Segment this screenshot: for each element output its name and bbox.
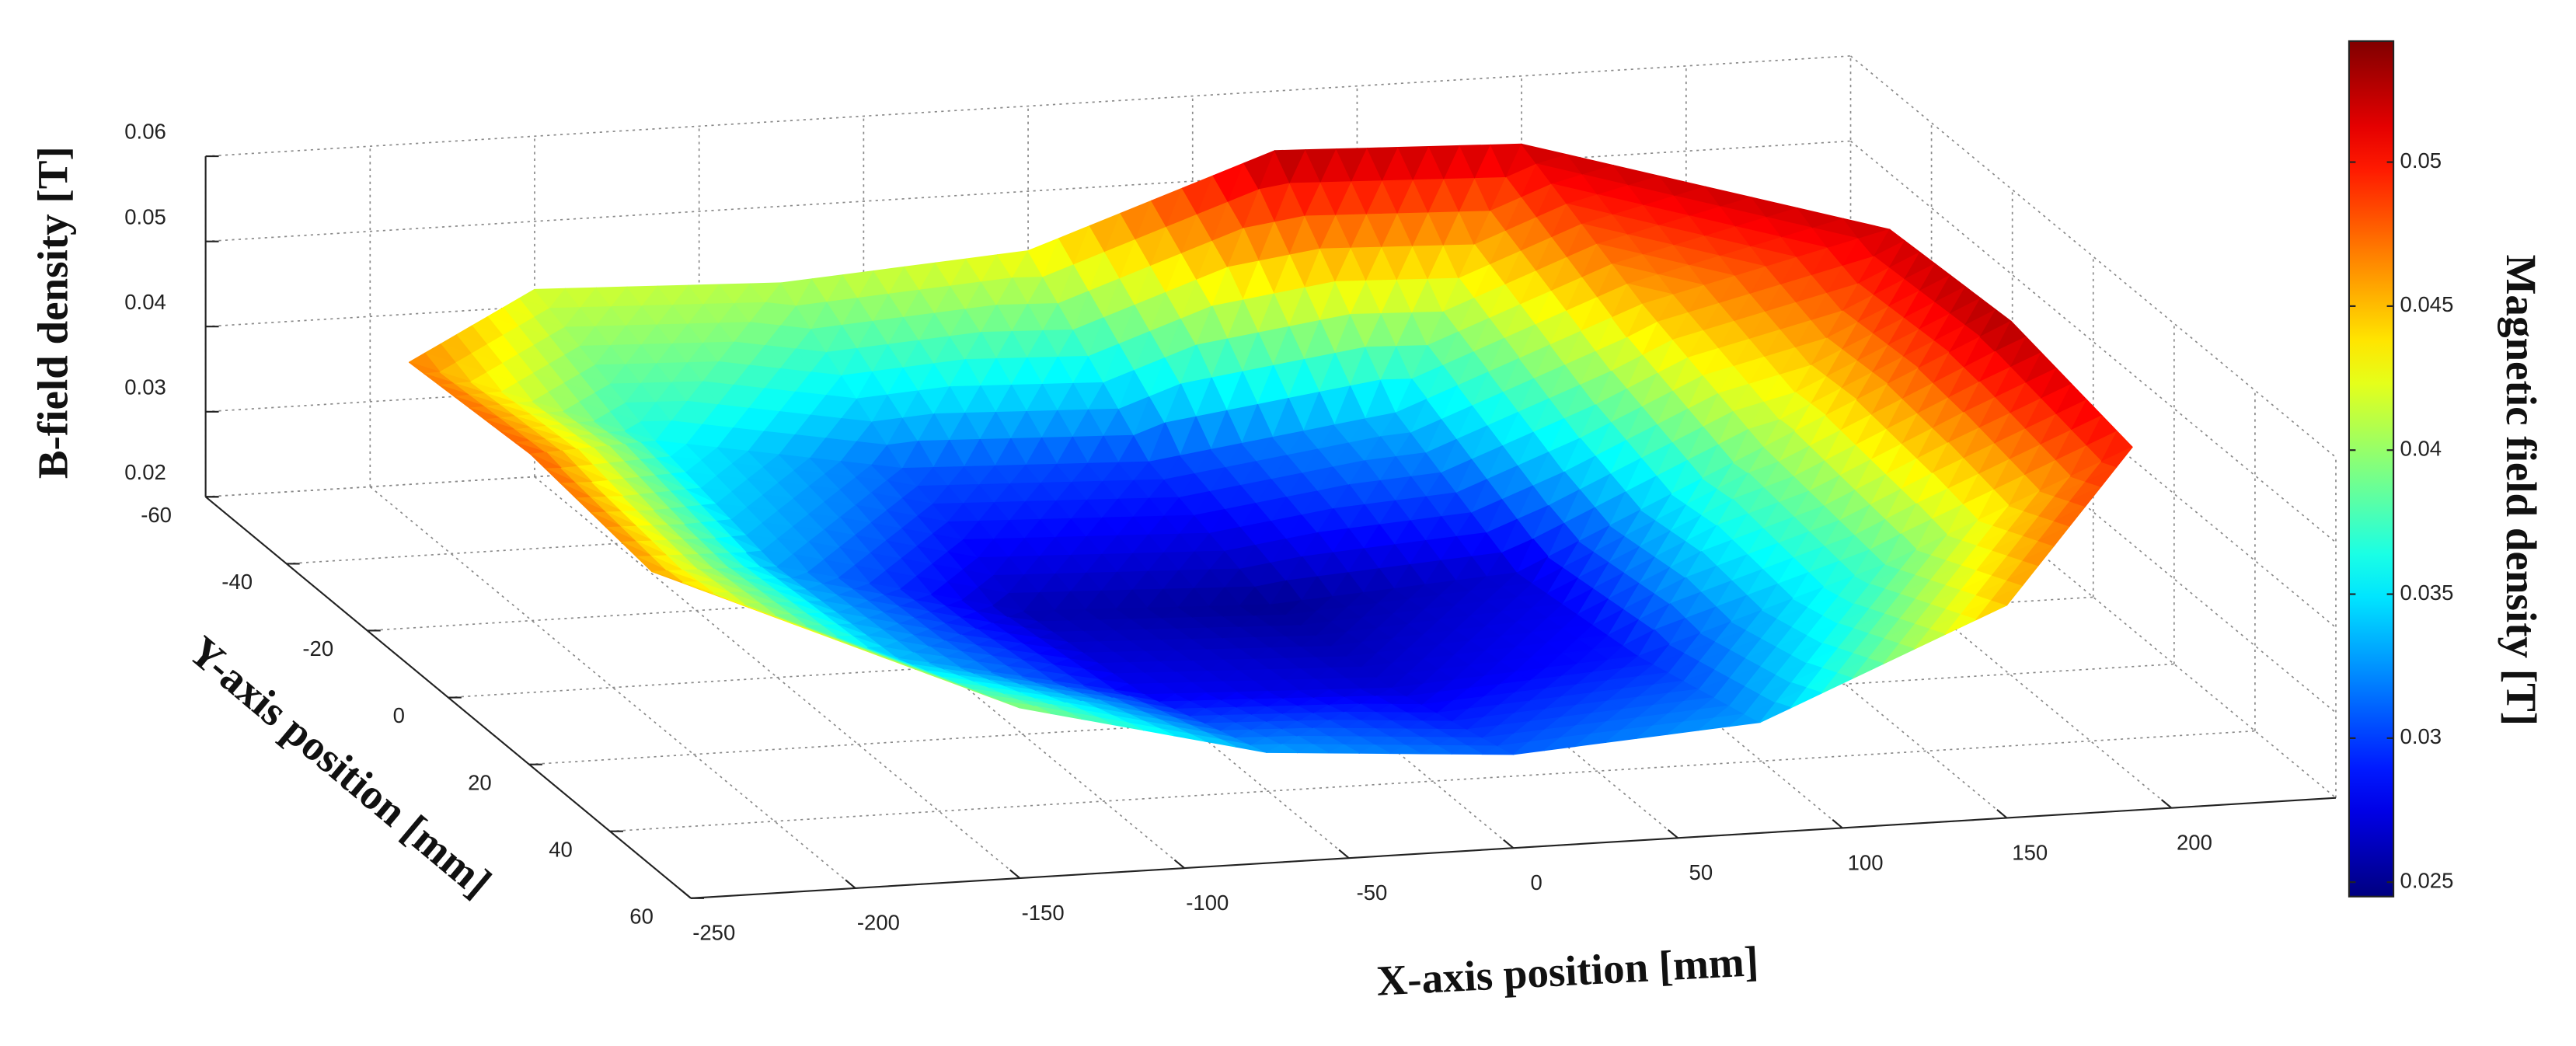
x-tick-label: -250	[692, 921, 735, 945]
x-tick	[845, 879, 856, 889]
x-tick	[2160, 799, 2172, 809]
surface-patch	[1266, 744, 1298, 754]
x-tick-label: -200	[857, 911, 900, 935]
surface-patch	[1111, 722, 1144, 731]
y-axis-label: Y-axis position [mm]	[180, 626, 500, 906]
surface-patch	[1173, 733, 1206, 742]
x-tick-label: -50	[1357, 880, 1388, 905]
surface-patch	[1358, 744, 1391, 755]
z-tick-label: 0.05	[124, 204, 166, 228]
x-tick	[680, 889, 692, 899]
z-tick-label: 0.06	[124, 120, 166, 144]
surface-patch	[2037, 525, 2070, 547]
surface-patch	[1790, 687, 1823, 709]
y-tick-label: 20	[468, 770, 492, 794]
z-tick-label: 0.03	[124, 375, 166, 399]
surface-patch	[1512, 741, 1545, 755]
z-tick-label: 0.02	[124, 460, 166, 484]
surface-patch	[1636, 725, 1668, 739]
axis-line	[691, 797, 2337, 899]
surface-patch	[1913, 629, 1946, 650]
x-tick	[1338, 849, 1350, 859]
surface-patch	[2069, 486, 2102, 507]
z-axis-label: B-field density [T]	[30, 146, 77, 479]
grid-line	[205, 55, 1851, 157]
surface-patch	[2100, 446, 2133, 468]
x-tick	[1832, 819, 1843, 829]
surface-patch	[1821, 672, 1853, 694]
x-tick	[1503, 839, 1515, 849]
x-tick-label: -150	[1022, 901, 1065, 925]
colorbar-tick-label: 0.025	[2400, 868, 2454, 892]
surface-patch	[1883, 643, 1915, 664]
y-tick-label: 40	[549, 837, 573, 861]
surface-patch	[1327, 744, 1360, 754]
surface-patch	[2022, 545, 2055, 567]
x-tick-label: 100	[1848, 850, 1884, 874]
surface-patch	[1204, 739, 1236, 748]
surface-patch	[1991, 584, 2024, 606]
surface-patch	[1081, 717, 1114, 726]
surface-patch	[1019, 706, 1051, 714]
x-tick-label: 0	[1531, 870, 1542, 894]
surface-patch	[1605, 729, 1637, 743]
colorbar-tick-label: 0.045	[2400, 292, 2454, 316]
x-tick-label: 200	[2177, 830, 2212, 854]
grid-line	[609, 730, 2255, 832]
surface-patch	[1050, 711, 1082, 720]
colorbar-tick-label: 0.04	[2400, 436, 2442, 460]
colorbar-tick-label: 0.035	[2400, 581, 2454, 605]
colorbar	[2348, 40, 2395, 898]
surface-patch	[1944, 614, 1977, 635]
y-tick-label: -40	[221, 570, 253, 594]
surface-patch	[2006, 565, 2039, 586]
y-tick-label: -60	[141, 503, 172, 527]
surface-patch	[1667, 721, 1699, 735]
x-tick-label: -100	[1186, 891, 1229, 915]
surface-patch	[2085, 466, 2118, 487]
x-tick	[1173, 859, 1185, 869]
surface-patch	[2054, 505, 2086, 527]
surface-patch	[1142, 727, 1175, 737]
surface-patch	[1389, 744, 1422, 755]
colorbar-label: Magnetic field density [T]	[2498, 255, 2545, 727]
z-tick-label: 0.04	[124, 290, 166, 314]
y-tick-label: 60	[629, 904, 654, 928]
y-tick-label: 0	[393, 703, 405, 727]
surface-patch	[1574, 733, 1607, 748]
x-axis-label: X-axis position [mm]	[1375, 937, 1760, 1005]
y-tick-label: -20	[302, 636, 333, 661]
plot: B-field density [T] Y-axis position [mm]…	[30, 40, 2545, 1005]
colorbar-tick-label: 0.05	[2400, 148, 2442, 173]
surface-patch	[1852, 657, 1884, 679]
x-tick	[1996, 809, 2008, 819]
surface-patch	[1297, 744, 1330, 754]
x-tick	[1009, 869, 1021, 879]
surface-patch	[1451, 745, 1483, 755]
colorbar-tick-label: 0.03	[2400, 724, 2442, 748]
x-tick-label: 150	[2012, 840, 2048, 864]
x-tick-label: 50	[1689, 860, 1713, 884]
grid-line	[205, 140, 1851, 242]
surface-patch	[1759, 702, 1792, 723]
surface-patch	[1420, 744, 1452, 755]
x-tick	[1667, 828, 1678, 839]
surface-patch	[1698, 717, 1731, 731]
surface-patch	[1543, 737, 1576, 751]
